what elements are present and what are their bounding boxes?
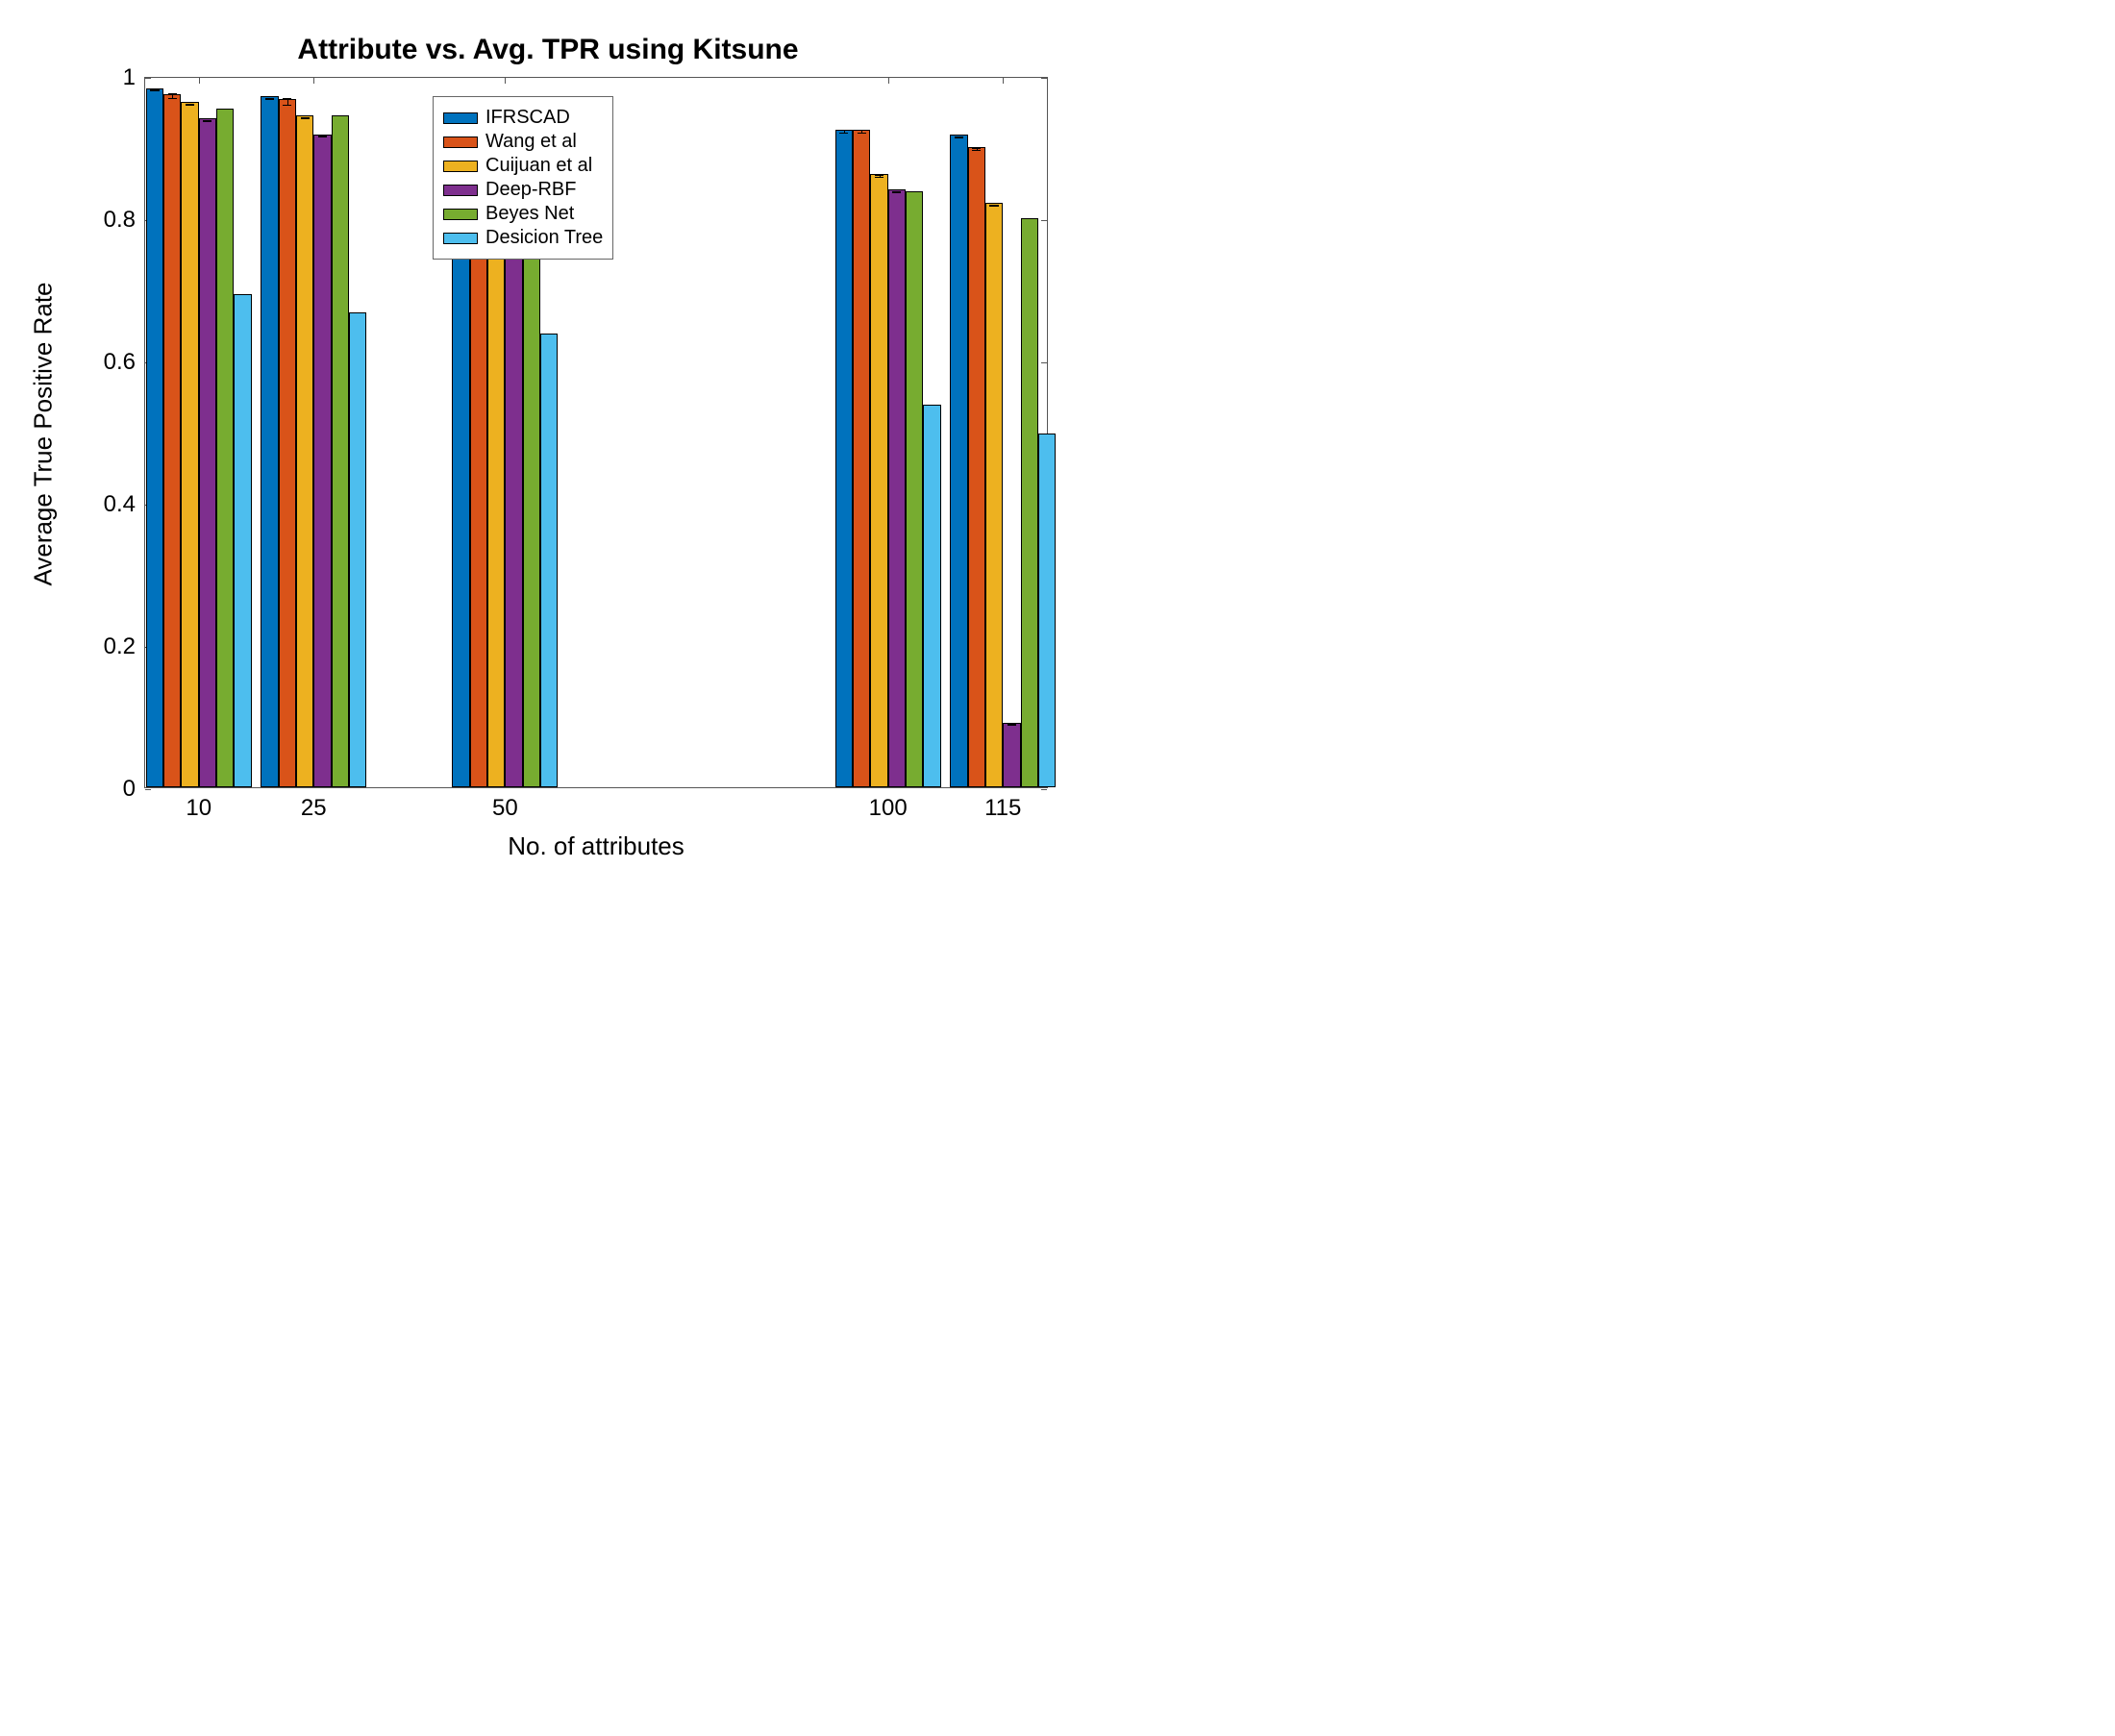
legend-label: Cuijuan et al [485, 155, 592, 177]
bar [234, 294, 251, 787]
legend-item: Wang et al [443, 131, 603, 153]
x-tick-label: 115 [984, 787, 1021, 822]
legend-label: Wang et al [485, 131, 577, 153]
bar [279, 99, 296, 787]
bar [853, 130, 870, 788]
legend-swatch [443, 185, 478, 196]
y-tick-label: 0 [123, 776, 145, 803]
bar [1021, 218, 1038, 787]
bar [163, 94, 181, 788]
bar [923, 405, 940, 787]
bar [888, 189, 906, 787]
bar [1038, 434, 1056, 787]
bar [261, 96, 278, 787]
bar [906, 191, 923, 787]
bar [332, 115, 349, 787]
bar [199, 118, 216, 787]
bar [296, 115, 313, 787]
y-tick-label: 0.2 [104, 633, 145, 660]
bar [985, 203, 1003, 787]
y-tick-label: 0.8 [104, 207, 145, 234]
legend-swatch [443, 161, 478, 172]
chart-title: Attribute vs. Avg. TPR using Kitsune [19, 34, 1077, 66]
legend-item: Beyes Net [443, 203, 603, 225]
legend-swatch [443, 209, 478, 220]
legend-item: Desicion Tree [443, 227, 603, 249]
bar [216, 109, 234, 787]
bar [540, 334, 558, 787]
legend-label: Beyes Net [485, 203, 574, 225]
legend-swatch [443, 112, 478, 124]
legend-swatch [443, 136, 478, 148]
bar [870, 174, 887, 787]
y-axis-label: Average True Positive Rate [29, 242, 59, 627]
bar [146, 88, 163, 787]
legend-item: Cuijuan et al [443, 155, 603, 177]
x-tick-label: 100 [869, 787, 908, 822]
legend-item: Deep-RBF [443, 179, 603, 201]
bar [835, 130, 853, 788]
bar [950, 135, 967, 787]
bar [349, 312, 366, 787]
legend-item: IFRSCAD [443, 107, 603, 129]
bar [1003, 723, 1020, 787]
legend: IFRSCADWang et alCuijuan et alDeep-RBFBe… [433, 96, 613, 260]
x-axis-label: No. of attributes [144, 831, 1048, 861]
bar [313, 135, 331, 787]
legend-swatch [443, 233, 478, 244]
bar [181, 102, 198, 787]
y-tick-label: 0.6 [104, 349, 145, 376]
y-tick-label: 0.4 [104, 491, 145, 518]
x-tick-label: 50 [492, 787, 518, 822]
x-tick-label: 25 [301, 787, 327, 822]
x-tick-label: 10 [186, 787, 212, 822]
legend-label: Desicion Tree [485, 227, 603, 249]
legend-label: Deep-RBF [485, 179, 576, 201]
bar [968, 147, 985, 787]
chart-container: Attribute vs. Avg. TPR using Kitsune 0 0.… [19, 19, 1077, 887]
y-tick-label: 1 [123, 64, 145, 91]
legend-label: IFRSCAD [485, 107, 570, 129]
